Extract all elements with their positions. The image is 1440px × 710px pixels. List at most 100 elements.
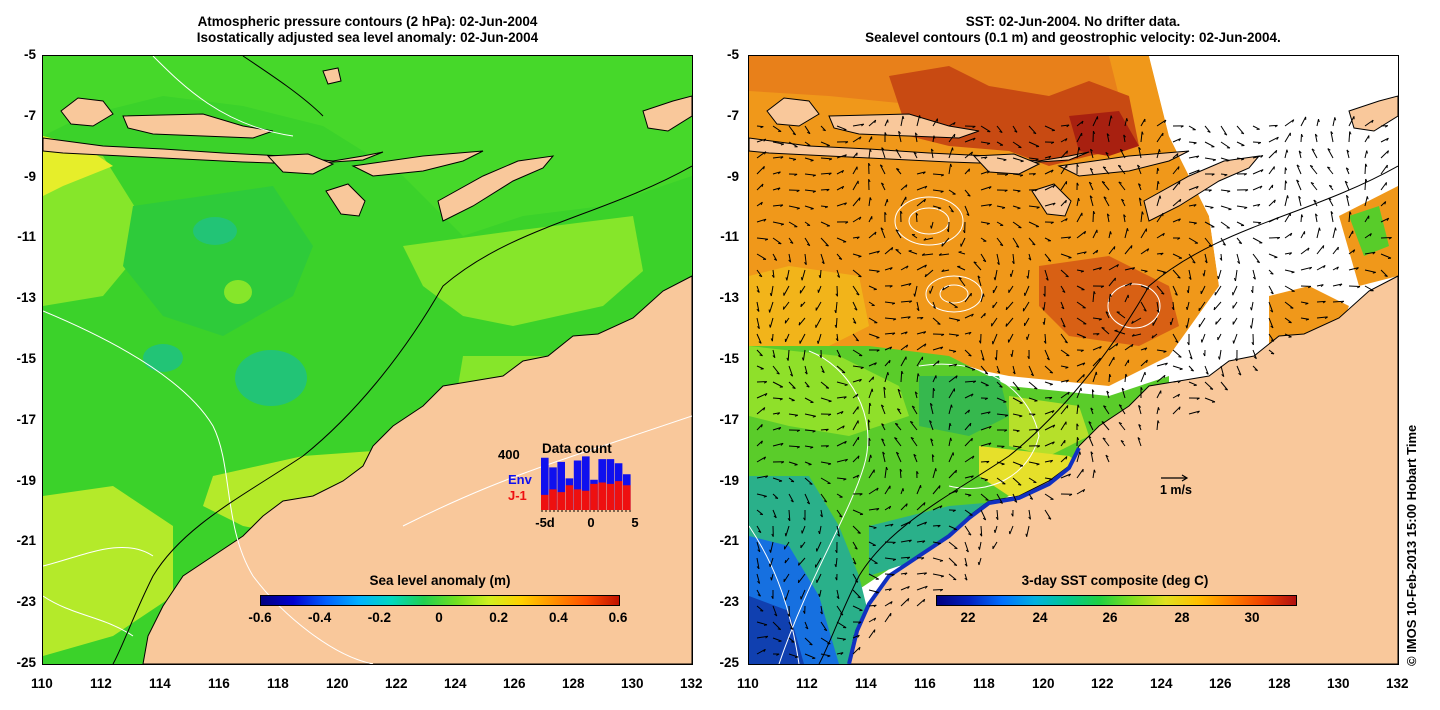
velocity-arrow [964, 137, 976, 143]
velocity-arrow [1108, 115, 1112, 127]
velocity-arrow [980, 425, 992, 431]
velocity-arrow-head [772, 355, 776, 359]
velocity-arrow-head [954, 547, 958, 550]
velocity-arrow [1156, 349, 1167, 352]
velocity-arrow [932, 524, 941, 527]
velocity-arrow [932, 189, 944, 192]
velocity-arrow-head [777, 628, 781, 631]
velocity-arrow-head [937, 323, 941, 325]
velocity-arrow-head [937, 360, 940, 364]
velocity-arrow-head [854, 307, 858, 311]
velocity-arrow-head [1099, 267, 1102, 270]
velocity-arrow [798, 317, 806, 326]
velocity-arrow-head [1036, 445, 1041, 448]
velocity-arrow-head [1080, 349, 1084, 353]
velocity-arrow [1188, 141, 1197, 144]
velocity-arrow [868, 541, 876, 546]
velocity-arrow-head [1076, 182, 1079, 186]
velocity-arrow-head [763, 381, 768, 384]
velocity-arrow [756, 509, 764, 515]
velocity-arrow [1364, 163, 1367, 175]
velocity-arrow-head [782, 306, 785, 310]
lat-label: -17 [719, 411, 739, 427]
velocity-arrow [900, 503, 908, 511]
velocity-arrow [1044, 169, 1054, 175]
velocity-arrow [1008, 333, 1014, 343]
velocity-arrow-head [810, 159, 814, 162]
velocity-arrow [996, 365, 1001, 374]
velocity-arrow-head [1032, 413, 1036, 417]
sst-velocity-map[interactable] [748, 55, 1399, 665]
velocity-arrow-head [954, 363, 958, 367]
left-title-line2: Isostatically adjusted sea level anomaly… [196, 30, 539, 45]
velocity-arrow-head [819, 354, 822, 358]
velocity-arrow-head [884, 132, 887, 136]
velocity-arrow-head [1329, 184, 1333, 187]
velocity-arrow [1060, 379, 1069, 383]
lon-label: 120 [1032, 676, 1055, 691]
velocity-arrow [895, 149, 902, 159]
velocity-arrow-head [1276, 136, 1279, 140]
velocity-arrow [1380, 269, 1388, 277]
velocity-arrow [1172, 301, 1175, 310]
velocity-arrow-head [923, 502, 926, 506]
velocity-arrow [1088, 421, 1094, 431]
velocity-arrow-head [790, 373, 793, 377]
velocity-arrow [1124, 343, 1134, 351]
velocity-arrow-head [1067, 391, 1070, 395]
velocity-arrow-head [805, 626, 809, 630]
velocity-arrow [1188, 125, 1196, 131]
velocity-arrow [980, 493, 989, 501]
velocity-arrow-head [1076, 437, 1080, 441]
velocity-arrow [868, 388, 873, 399]
velocity-arrow [820, 397, 832, 402]
velocity-arrow-head [761, 424, 763, 428]
velocity-arrow-head [1028, 257, 1032, 261]
velocity-arrow-head [1179, 368, 1183, 371]
data-count-x-label: 5 [631, 515, 639, 530]
velocity-arrow-head [1171, 307, 1175, 311]
velocity-arrow [820, 365, 825, 373]
velocity-arrow [960, 237, 966, 247]
velocity-arrow [1116, 311, 1126, 319]
velocity-arrow-head [837, 355, 841, 358]
velocity-arrow-head [809, 643, 813, 646]
velocity-arrow [1060, 439, 1066, 447]
velocity-arrow-head [1048, 517, 1052, 520]
velocity-arrow [1060, 199, 1067, 207]
velocity-arrow-head [1011, 261, 1015, 265]
sea-level-anomaly-map[interactable] [42, 55, 693, 665]
velocity-arrow [884, 199, 888, 207]
velocity-arrow [948, 469, 957, 479]
velocity-arrow-head [939, 589, 944, 592]
velocity-arrow [1106, 213, 1110, 223]
velocity-arrow-head [1100, 285, 1105, 288]
velocity-arrow [1076, 251, 1087, 255]
velocity-arrow-head [968, 354, 972, 357]
velocity-arrow [817, 333, 822, 344]
velocity-arrow [756, 138, 766, 143]
velocity-arrow [756, 621, 768, 626]
velocity-arrow [884, 317, 897, 320]
velocity-arrow-head [1090, 451, 1094, 455]
velocity-arrow-head [1352, 249, 1356, 253]
velocity-arrow-head [1140, 386, 1143, 391]
velocity-arrow-head [1223, 133, 1228, 136]
velocity-arrow [1316, 245, 1325, 255]
velocity-arrow [916, 198, 926, 207]
velocity-arrow-head [896, 451, 900, 455]
velocity-arrow [1092, 291, 1095, 303]
velocity-arrow [772, 269, 775, 278]
velocity-arrow [1380, 253, 1392, 259]
velocity-arrow-head [946, 229, 949, 233]
velocity-arrow [836, 333, 839, 341]
velocity-arrow [884, 467, 887, 479]
velocity-arrow-head [1065, 366, 1069, 369]
velocity-arrow-head [1169, 321, 1172, 326]
velocity-arrow-head [891, 247, 894, 251]
velocity-arrow-head [843, 396, 847, 400]
velocity-arrow-head [1118, 181, 1122, 184]
velocity-arrow [1012, 365, 1016, 375]
velocity-arrow [772, 221, 784, 225]
velocity-arrow-head [1088, 181, 1093, 185]
